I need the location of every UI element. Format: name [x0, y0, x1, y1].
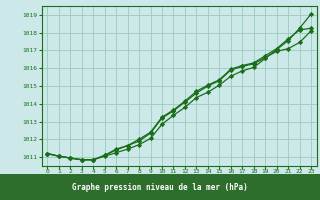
Text: Graphe pression niveau de la mer (hPa): Graphe pression niveau de la mer (hPa): [72, 182, 248, 192]
